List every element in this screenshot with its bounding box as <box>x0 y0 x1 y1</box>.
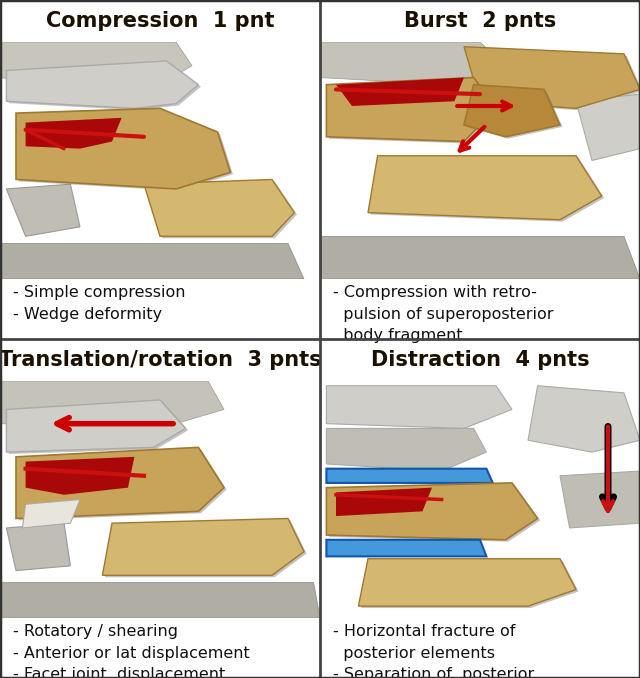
Polygon shape <box>26 457 134 495</box>
Polygon shape <box>464 85 560 137</box>
Polygon shape <box>528 386 640 452</box>
Polygon shape <box>6 61 198 108</box>
Text: Compression  1 pnt: Compression 1 pnt <box>45 11 275 31</box>
Text: - Compression with retro-
  pulsion of superoposterior
  body fragment: - Compression with retro- pulsion of sup… <box>333 285 554 343</box>
Polygon shape <box>26 118 122 148</box>
Text: - Horizontal fracture of
  posterior elements
- Separation of  posterior
  eleme: - Horizontal fracture of posterior eleme… <box>333 624 534 678</box>
Polygon shape <box>368 156 602 220</box>
Polygon shape <box>326 386 512 428</box>
Polygon shape <box>326 428 486 471</box>
Polygon shape <box>19 111 233 191</box>
Polygon shape <box>326 540 486 557</box>
Polygon shape <box>361 561 579 608</box>
Polygon shape <box>102 519 304 576</box>
Polygon shape <box>9 63 201 111</box>
Polygon shape <box>576 94 640 161</box>
Polygon shape <box>0 582 320 618</box>
Polygon shape <box>320 237 640 279</box>
Text: - Rotatory / shearing
- Anterior or lat displacement
- Facet joint  displacement: - Rotatory / shearing - Anterior or lat … <box>13 624 250 678</box>
Polygon shape <box>326 77 496 142</box>
Polygon shape <box>16 447 224 519</box>
Polygon shape <box>9 402 188 454</box>
Polygon shape <box>105 520 307 577</box>
Polygon shape <box>6 184 80 237</box>
Polygon shape <box>371 158 604 222</box>
Polygon shape <box>320 42 506 85</box>
Polygon shape <box>329 79 499 144</box>
Text: Burst  2 pnts: Burst 2 pnts <box>404 11 556 31</box>
Polygon shape <box>326 483 538 540</box>
Polygon shape <box>6 523 70 571</box>
Polygon shape <box>0 42 192 89</box>
Polygon shape <box>16 108 230 189</box>
Text: Distraction  4 pnts: Distraction 4 pnts <box>371 350 589 370</box>
Polygon shape <box>0 243 304 279</box>
Polygon shape <box>19 450 227 520</box>
Polygon shape <box>560 471 640 528</box>
Polygon shape <box>144 180 294 237</box>
Polygon shape <box>147 181 297 238</box>
Polygon shape <box>358 559 576 606</box>
Polygon shape <box>336 77 464 106</box>
Polygon shape <box>22 500 80 528</box>
Polygon shape <box>0 381 224 428</box>
Text: Translation/rotation  3 pnts: Translation/rotation 3 pnts <box>0 350 321 370</box>
Polygon shape <box>6 400 186 452</box>
Polygon shape <box>329 485 540 542</box>
Polygon shape <box>326 468 493 483</box>
Polygon shape <box>467 49 640 111</box>
Polygon shape <box>464 47 640 108</box>
Polygon shape <box>336 487 432 516</box>
Text: - Simple compression
- Wedge deformity: - Simple compression - Wedge deformity <box>13 285 186 321</box>
Polygon shape <box>467 87 563 139</box>
